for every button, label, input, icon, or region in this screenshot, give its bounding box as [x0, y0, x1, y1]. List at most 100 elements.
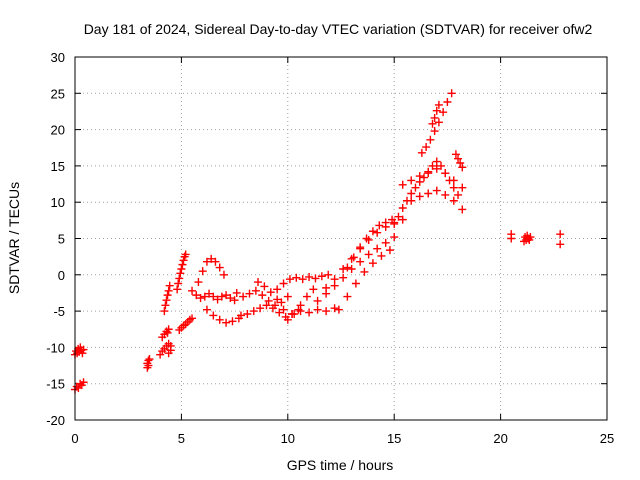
- data-point: [458, 183, 467, 192]
- y-tick-label: -15: [46, 377, 65, 392]
- data-point: [430, 127, 439, 136]
- data-point: [428, 161, 437, 170]
- x-tick-label: 20: [493, 431, 507, 446]
- data-point: [302, 292, 311, 301]
- data-point: [368, 227, 377, 236]
- data-point: [381, 218, 390, 227]
- data-point: [419, 173, 428, 182]
- series-arc-12: [232, 286, 292, 310]
- data-point: [179, 256, 188, 265]
- data-point: [273, 285, 282, 294]
- data-point: [79, 345, 88, 354]
- data-point: [424, 169, 433, 178]
- y-tick-label: -20: [46, 413, 65, 428]
- series-arc-20: [343, 215, 397, 272]
- data-point: [275, 308, 284, 317]
- series-arc-27: [451, 150, 467, 172]
- data-point: [173, 285, 182, 294]
- y-tick-label: 30: [51, 50, 65, 65]
- data-point: [441, 169, 450, 178]
- data-point: [434, 118, 443, 127]
- data-point: [226, 294, 235, 303]
- data-point: [390, 233, 399, 242]
- data-point: [526, 233, 535, 242]
- data-point: [188, 286, 197, 295]
- data-point: [243, 310, 252, 319]
- data-point: [356, 257, 365, 266]
- data-points: [71, 89, 565, 394]
- data-point: [285, 275, 294, 284]
- data-point: [507, 230, 516, 239]
- data-point: [249, 307, 258, 316]
- x-tick-label: 0: [71, 431, 78, 446]
- data-point: [322, 307, 331, 316]
- data-point: [213, 295, 222, 304]
- series-arc-28: [507, 230, 516, 243]
- data-point: [192, 291, 201, 300]
- data-point: [447, 89, 456, 98]
- data-point: [194, 278, 203, 287]
- data-point: [202, 257, 211, 266]
- data-point: [449, 183, 458, 192]
- data-point: [458, 163, 467, 172]
- data-point: [430, 113, 439, 122]
- data-point: [222, 318, 231, 327]
- series-arc-26: [428, 100, 443, 128]
- series-arc-07: [173, 250, 190, 294]
- data-point: [454, 190, 463, 199]
- data-point: [334, 305, 343, 314]
- data-point: [432, 164, 441, 173]
- series-arc-15: [273, 270, 333, 294]
- data-point: [262, 301, 271, 310]
- data-point: [215, 315, 224, 324]
- data-point: [556, 240, 565, 249]
- y-tick-label: 5: [58, 232, 65, 247]
- data-point: [313, 305, 322, 314]
- series-arc-23: [407, 186, 467, 214]
- data-point: [161, 301, 170, 310]
- series-arc-02: [71, 378, 88, 394]
- data-point: [417, 148, 426, 157]
- series-arc-13: [236, 301, 303, 321]
- plot-frame: [74, 56, 608, 421]
- y-tick-label: 20: [51, 123, 65, 138]
- data-point: [164, 286, 173, 295]
- data-point: [178, 260, 187, 269]
- data-point: [164, 349, 173, 358]
- data-point: [273, 295, 282, 304]
- data-point: [217, 292, 226, 301]
- series-arc-06: [160, 281, 174, 316]
- data-point: [330, 304, 339, 313]
- data-point: [556, 230, 565, 239]
- series-arc-10: [194, 254, 228, 287]
- data-point: [432, 186, 441, 195]
- x-tick-label: 25: [600, 431, 614, 446]
- data-point: [377, 251, 386, 260]
- data-point: [277, 298, 286, 307]
- data-point: [292, 273, 301, 282]
- data-point: [164, 325, 173, 334]
- data-point: [398, 215, 407, 224]
- data-point: [268, 304, 277, 313]
- data-point: [449, 196, 458, 205]
- series-arc-24: [417, 89, 456, 157]
- data-point: [219, 270, 228, 279]
- data-point: [362, 234, 371, 243]
- data-point: [426, 135, 435, 144]
- chart-title: Day 181 of 2024, Sidereal Day-to-day VTE…: [84, 21, 593, 37]
- data-point: [428, 119, 437, 128]
- data-point: [385, 246, 394, 255]
- y-tick-label: -10: [46, 340, 65, 355]
- data-point: [305, 308, 314, 317]
- data-point: [279, 305, 288, 314]
- data-point: [79, 378, 88, 387]
- data-point: [211, 257, 220, 266]
- data-point: [283, 315, 292, 324]
- data-point: [296, 307, 305, 316]
- data-point: [411, 183, 420, 192]
- data-point: [202, 305, 211, 314]
- y-tick-label: 25: [51, 86, 65, 101]
- data-point: [373, 244, 382, 253]
- data-point: [330, 275, 339, 284]
